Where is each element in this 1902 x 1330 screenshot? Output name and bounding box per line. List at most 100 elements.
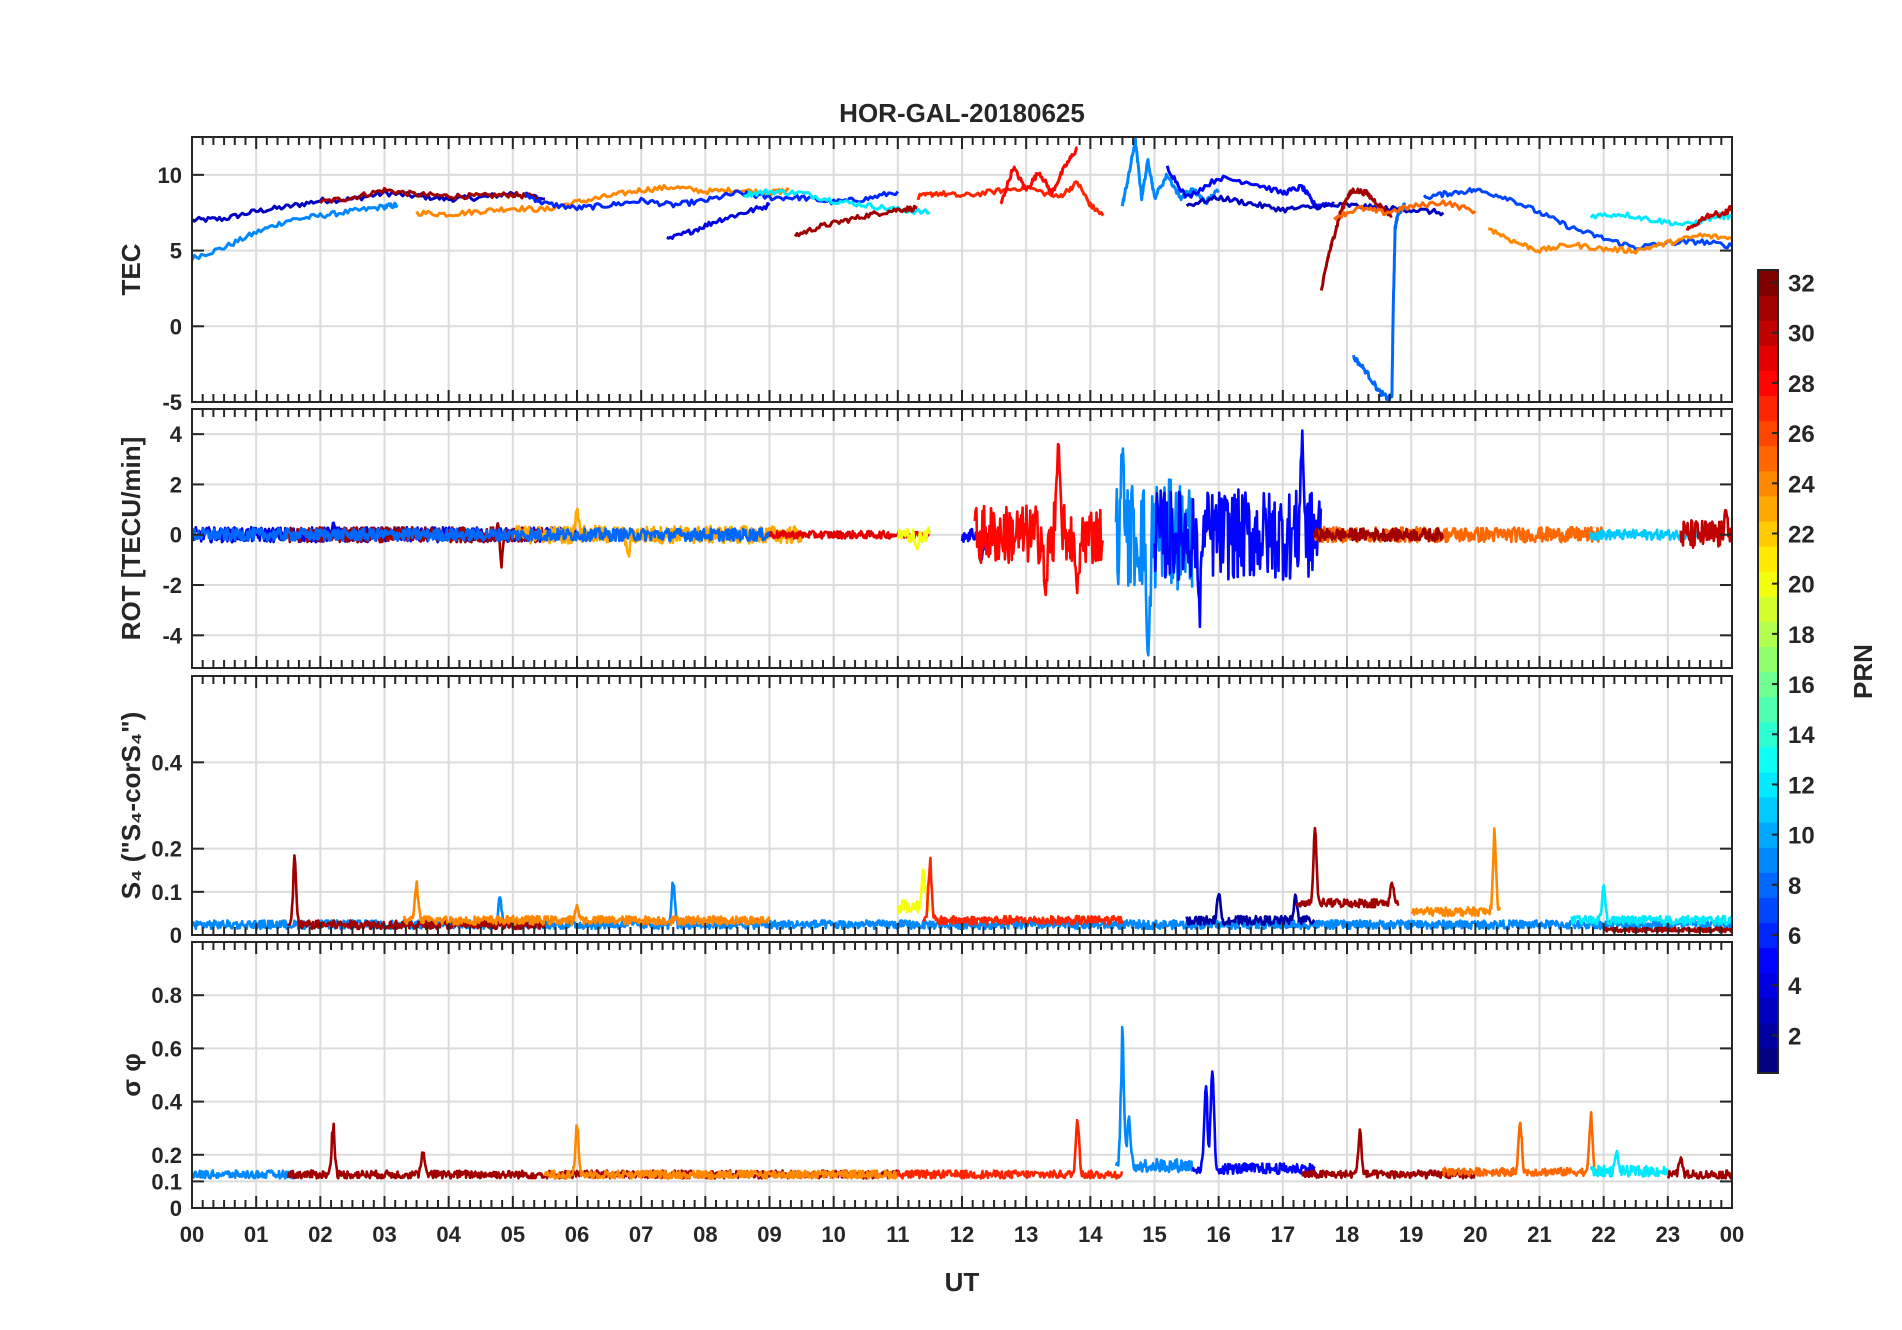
y-tick-label: 0.6 [151, 1036, 182, 1061]
colorbar-tick-label: 32 [1788, 271, 1815, 298]
series-line-prn-31 [1294, 826, 1400, 909]
colorbar-tick-label: 26 [1788, 421, 1815, 448]
colorbar-cell [1758, 822, 1778, 848]
series-group [192, 429, 1732, 657]
series-line-prn-9 [192, 201, 399, 261]
x-tick-label: 20 [1463, 1222, 1487, 1247]
series-line-prn-27 [896, 1118, 1124, 1180]
y-tick-label: -5 [162, 390, 182, 415]
colorbar-tick-label: 30 [1788, 321, 1815, 348]
series-line-prn-30 [1685, 204, 1732, 232]
colorbar-cell [1758, 671, 1778, 698]
colorbar-cell [1758, 470, 1778, 497]
series-line-prn-25 [1442, 1111, 1605, 1178]
series-line-prn-6 [524, 189, 900, 212]
x-tick-label: 22 [1591, 1222, 1615, 1247]
colorbar-tick-label: 22 [1788, 521, 1815, 548]
y-tick-label: 0.1 [151, 1169, 182, 1194]
colorbar-tick-label: 16 [1788, 672, 1815, 699]
series-line-prn-9 [1114, 1025, 1194, 1174]
colorbar-cell [1758, 270, 1778, 296]
x-tick-label: 11 [886, 1222, 909, 1247]
series-line-prn-24 [402, 880, 771, 926]
series-line-prn-31 [1666, 1156, 1732, 1180]
y-tick-label: 10 [158, 163, 182, 188]
colorbar-cell [1758, 320, 1778, 346]
series-line-prn-31 [1319, 187, 1393, 291]
series-line-prn-24 [543, 1124, 899, 1180]
colorbar-tick-label: 14 [1788, 722, 1815, 749]
series-line-prn-28 [973, 442, 1104, 597]
series-line-prn-2 [1185, 892, 1316, 926]
y-tick-label: 0.1 [151, 880, 182, 905]
series-line-prn-30 [1679, 508, 1732, 549]
x-tick-label: 17 [1271, 1222, 1295, 1247]
colorbar-tick-label: 6 [1788, 923, 1801, 950]
series-line-prn-28 [999, 146, 1079, 205]
colorbar-cell [1758, 796, 1778, 823]
colorbar-tick-label: 8 [1788, 873, 1801, 900]
colorbar-cell [1758, 420, 1778, 447]
y-tick-label: 0 [170, 923, 182, 948]
x-tick-label: 04 [436, 1222, 461, 1247]
colorbar-tick-label: 24 [1788, 471, 1815, 498]
y-tick-label: 4 [170, 422, 183, 447]
x-tick-label: 09 [757, 1222, 781, 1247]
colorbar-cell [1758, 495, 1778, 522]
series-line-prn-8 [192, 527, 771, 543]
x-axis-label: UT [945, 1267, 980, 1297]
series-line-prn-8 [1351, 202, 1407, 402]
series-line-prn-5 [1153, 429, 1323, 629]
y-tick-label: -2 [162, 573, 182, 598]
y-axis-label: σ φ [116, 1053, 146, 1097]
colorbar-label: PRN [1848, 644, 1878, 699]
colorbar-tick-label: 20 [1788, 572, 1815, 599]
colorbar-tick-label: 2 [1788, 1023, 1801, 1050]
panel-sigma: 00.10.2 0.4 0.6 0.8 σ φ 00 01 02 03 04 05 06 07 08 09 1… [116, 941, 1744, 1247]
series-line-prn-5 [1165, 165, 1335, 209]
x-tick-label: 00 [180, 1222, 204, 1247]
colorbar-cell [1758, 696, 1778, 723]
x-tick-label: 14 [1078, 1222, 1103, 1247]
y-tick-label: 0.4 [151, 750, 182, 775]
colorbar-tick-label: 10 [1788, 823, 1815, 850]
colorbar-cell [1758, 972, 1778, 999]
colorbar-cell [1758, 370, 1778, 397]
x-tick-label: 15 [1142, 1222, 1166, 1247]
series-line-prn-20 [896, 526, 931, 551]
series-line-prn-31 [1313, 527, 1444, 543]
series-line-prn-25 [1333, 199, 1477, 221]
colorbar-cell [1758, 922, 1778, 949]
x-tick-label: 16 [1206, 1222, 1230, 1247]
series-group [192, 1025, 1732, 1180]
series-line-prn-20 [896, 868, 931, 915]
colorbar-cell [1758, 997, 1778, 1024]
y-tick-label: -4 [162, 623, 182, 648]
colorbar-tick-label: 28 [1788, 371, 1815, 398]
series-line-prn-24 [1488, 227, 1732, 255]
y-tick-label: 0 [170, 523, 182, 548]
colorbar-cell [1758, 596, 1778, 622]
colorbar-cell [1758, 947, 1778, 974]
colorbar-cell [1758, 1022, 1778, 1049]
colorbar-cell [1758, 1047, 1778, 1074]
x-tick-label: 01 [244, 1222, 268, 1247]
colorbar-box [1757, 269, 1779, 1074]
colorbar-tick-label: 4 [1788, 973, 1802, 1000]
series-line-prn-12 [1570, 884, 1732, 926]
x-tick-label: 06 [565, 1222, 589, 1247]
y-axis-label: S₄ ("S₄-corS₄") [116, 712, 146, 900]
series-line-prn-24 [1410, 827, 1501, 918]
panel-tec: -5 0 5 10 TEC [116, 136, 1733, 415]
colorbar-cell [1758, 571, 1778, 597]
series-line-prn-7 [1422, 187, 1732, 251]
y-tick-label: 0 [170, 1196, 182, 1221]
y-tick-label: 0.2 [151, 837, 182, 862]
x-tick-label: 00 [1720, 1222, 1744, 1247]
series-line-prn-12 [1589, 1149, 1669, 1178]
colorbar-tick-label: 12 [1788, 772, 1815, 799]
series-line-prn-27 [922, 856, 1124, 926]
series-line-prn-5 [1191, 1070, 1316, 1176]
